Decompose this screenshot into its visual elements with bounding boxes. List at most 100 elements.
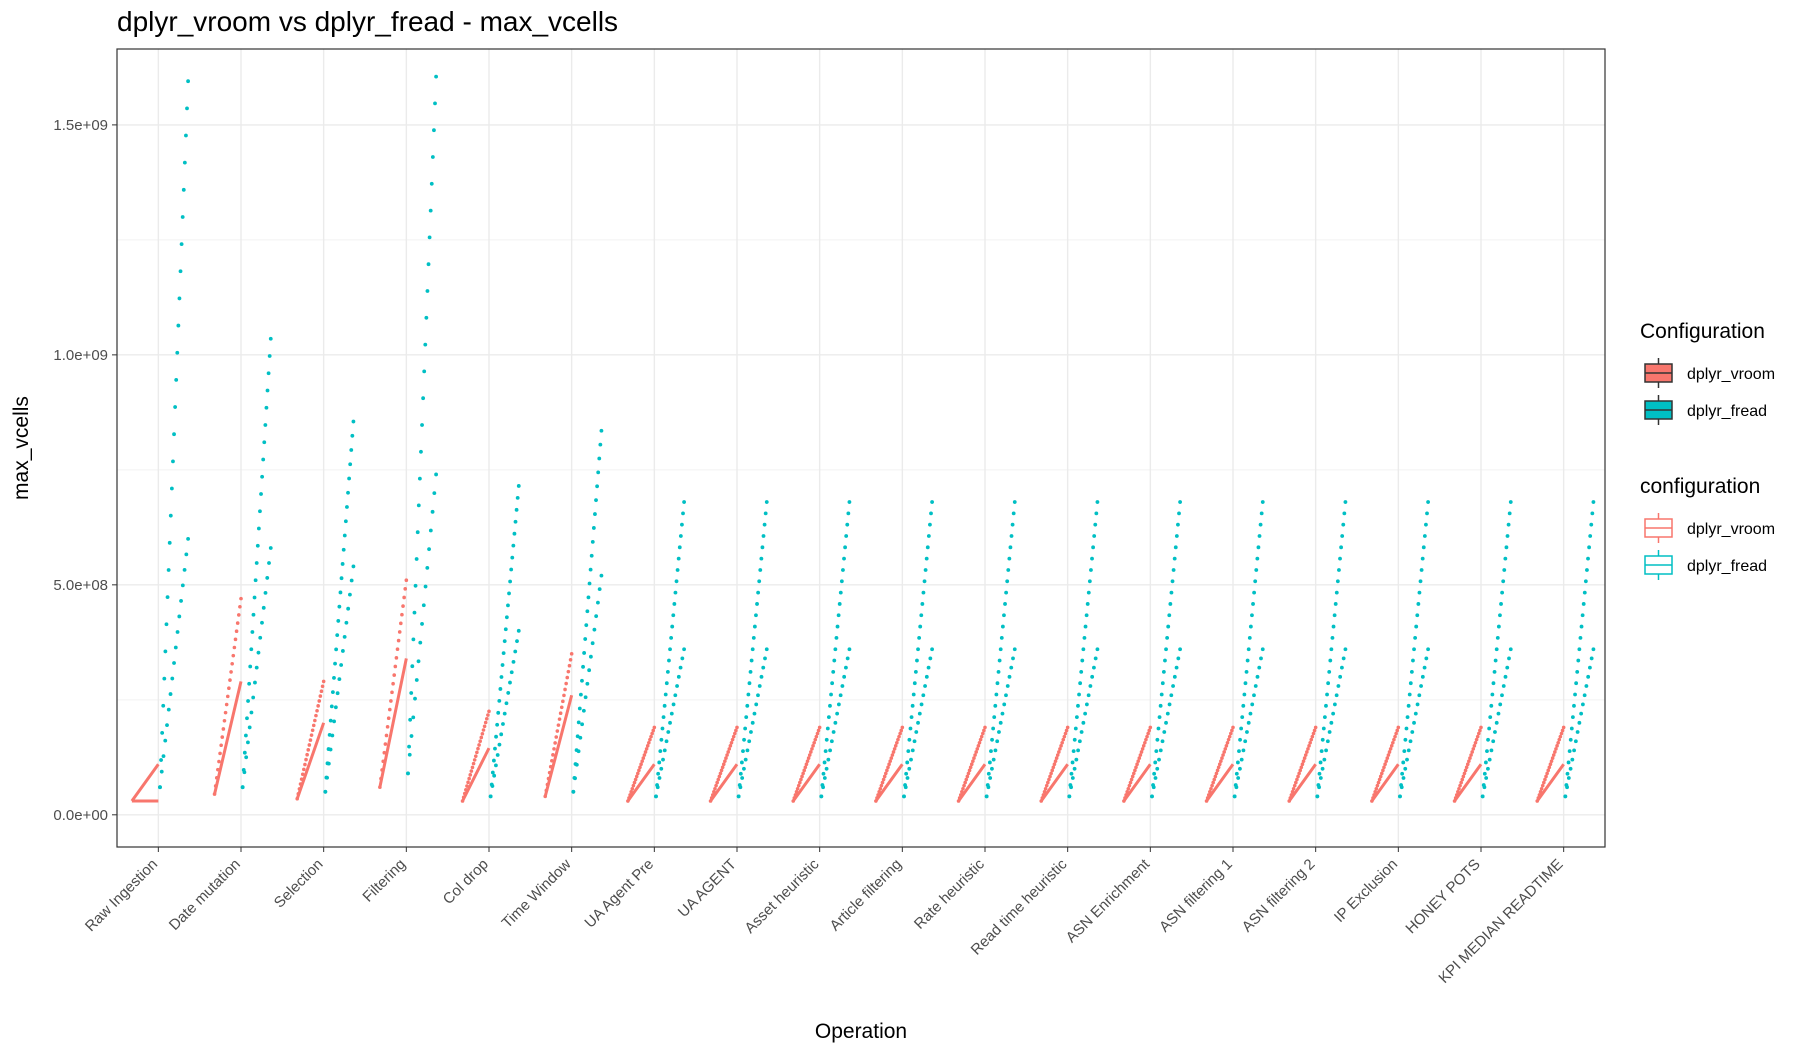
fread-point — [747, 681, 752, 686]
fread-point — [175, 630, 180, 634]
fread-point — [172, 432, 176, 437]
vroom-point — [900, 725, 905, 730]
vroom-point — [648, 737, 652, 742]
fread-point — [1091, 545, 1096, 550]
vroom-point — [1453, 796, 1458, 800]
fread-point — [1322, 715, 1327, 720]
fread-point — [759, 674, 764, 679]
fread-point — [161, 754, 166, 759]
vroom-point — [467, 776, 471, 781]
vroom-point — [1215, 768, 1220, 773]
fread-point — [986, 785, 991, 790]
fread-point — [1236, 776, 1241, 780]
fread-point — [419, 449, 423, 454]
vroom-point — [465, 784, 469, 788]
vroom-point — [899, 728, 904, 733]
vroom-point — [1458, 783, 1462, 788]
fread-point — [433, 101, 437, 106]
fread-point — [1239, 757, 1244, 762]
fread-point — [1166, 624, 1171, 629]
fread-point — [1336, 684, 1341, 688]
fread-point — [910, 748, 915, 753]
vroom-point — [1305, 750, 1309, 754]
fread-point — [335, 633, 340, 638]
vroom-point — [1059, 744, 1063, 748]
vroom-point — [956, 799, 961, 803]
fread-point — [266, 371, 271, 376]
fread-point — [844, 534, 849, 538]
vroom-point — [562, 693, 566, 698]
fread-point — [1092, 534, 1097, 538]
fread-point — [330, 733, 335, 738]
vroom-point — [1146, 731, 1150, 736]
fread-point — [831, 669, 836, 674]
fread-mark-12 — [1150, 500, 1182, 799]
vroom-point — [1219, 759, 1223, 763]
vroom-point — [1457, 786, 1461, 791]
chart-title: dplyr_vroom vs dplyr_fread - max_vcells — [117, 6, 619, 37]
fread-point — [681, 511, 685, 516]
fread-point — [578, 692, 583, 697]
fread-point — [839, 579, 844, 584]
fread-point — [920, 602, 925, 606]
fread-point — [763, 511, 768, 516]
fread-point — [432, 128, 436, 133]
fread-point — [661, 715, 666, 720]
vroom-point — [1464, 765, 1469, 770]
fread-point — [594, 614, 599, 619]
fread-point — [577, 706, 582, 711]
x-tick-label: ASN filtering 1 — [1156, 856, 1236, 936]
fread-point — [1253, 579, 1258, 584]
vroom-point — [802, 768, 807, 773]
fread-point — [333, 661, 337, 666]
vroom-point — [220, 735, 225, 739]
fread-point — [1574, 681, 1579, 686]
fread-point — [1004, 693, 1008, 698]
fread-point — [256, 650, 261, 655]
fread-point — [1324, 748, 1329, 753]
fread-point — [1253, 684, 1258, 688]
fread-mark-5 — [571, 428, 604, 794]
fread-point — [758, 568, 763, 572]
vroom-line — [1453, 763, 1483, 802]
vroom-point — [1137, 756, 1142, 760]
vroom-point — [1212, 777, 1217, 782]
vroom-point — [724, 756, 728, 760]
fread-point — [1153, 760, 1158, 765]
fread-point — [258, 635, 263, 640]
fread-point — [1002, 613, 1006, 618]
vroom-point — [1297, 771, 1301, 776]
fread-point — [268, 336, 273, 341]
vroom-point — [1043, 786, 1048, 791]
vroom-point — [1306, 747, 1310, 751]
vroom-point — [399, 621, 403, 626]
fread-point — [1496, 624, 1501, 629]
fread-point — [420, 622, 424, 626]
fread-point — [1417, 590, 1422, 595]
fread-point — [992, 715, 997, 720]
fread-point — [516, 628, 521, 633]
vroom-mark-14 — [1287, 725, 1318, 803]
x-tick-label: UA AGENT — [675, 856, 740, 921]
fread-point — [845, 522, 850, 527]
fread-point — [676, 674, 681, 679]
fread-point — [1317, 785, 1321, 790]
vroom-point — [314, 713, 318, 718]
vroom-point — [1224, 744, 1229, 748]
fread-point — [351, 419, 356, 424]
fread-point — [1245, 658, 1250, 663]
fread-point — [1000, 711, 1005, 716]
fread-point — [1007, 556, 1012, 561]
vroom-point — [730, 737, 735, 742]
fread-point — [1259, 656, 1263, 661]
vroom-point — [1134, 765, 1138, 770]
vroom-point — [466, 780, 470, 785]
fread-point — [840, 684, 845, 688]
fread-point — [1404, 726, 1409, 731]
fread-point — [993, 748, 998, 753]
fread-point — [167, 540, 172, 545]
fread-point — [928, 656, 933, 661]
fread-point — [991, 757, 996, 762]
fread-point — [682, 647, 686, 652]
